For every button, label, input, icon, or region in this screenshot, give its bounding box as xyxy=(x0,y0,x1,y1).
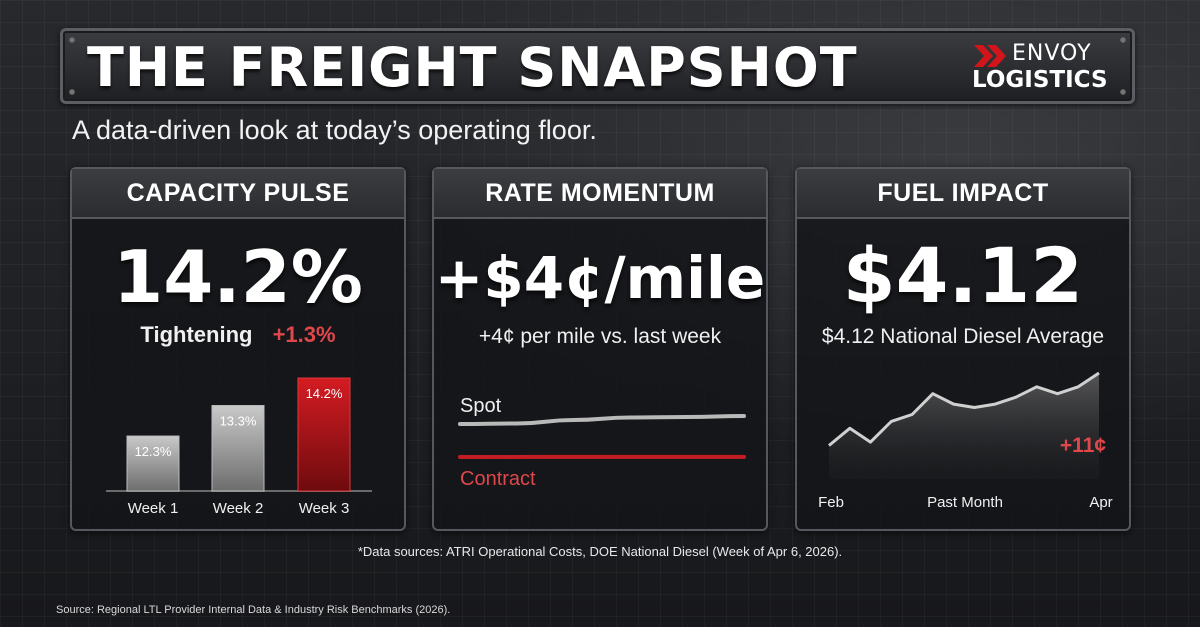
brand-name-line2: LOGISTICS xyxy=(972,67,1108,93)
diesel-area-fill xyxy=(829,373,1099,479)
contract-label: Contract xyxy=(460,468,536,490)
fuel-note: $4.12 National Diesel Average xyxy=(821,325,1105,348)
bar-value-label: 12.3% xyxy=(135,444,172,459)
diesel-price-line xyxy=(828,371,1100,447)
screw-icon xyxy=(1120,89,1126,95)
brand-logo: ENVOY LOGISTICS xyxy=(972,39,1112,95)
page-title: THE FREIGHT SNAPSHOT xyxy=(87,36,858,99)
title-bar: THE FREIGHT SNAPSHOT ENVOY LOGISTICS xyxy=(60,28,1135,104)
bar-value-label: 14.2% xyxy=(306,386,343,401)
card-heading: FUEL IMPACT xyxy=(797,169,1129,219)
bar-category-label: Week 2 xyxy=(213,500,264,517)
bar-category-label: Week 1 xyxy=(128,500,179,517)
bar-3 xyxy=(297,377,351,492)
bar-value-label: 13.3% xyxy=(220,414,257,429)
capacity-value: 14.2% xyxy=(113,235,363,319)
brand-name-line1: ENVOY xyxy=(1012,41,1092,66)
bar-2 xyxy=(211,405,265,492)
capacity-status-line: Tightening +1.3% xyxy=(72,321,404,349)
card-heading: CAPACITY PULSE xyxy=(72,169,404,219)
diesel-change-annotation: +11¢ xyxy=(1060,434,1106,457)
fuel-value: $4.12 xyxy=(842,231,1084,320)
double-chevron-right-icon xyxy=(974,45,1006,67)
capacity-pulse-card: CAPACITY PULSE 14.2% Tightening +1.3% 12… xyxy=(70,167,406,531)
fuel-area-chart: +11¢ Feb Past Month Apr xyxy=(818,371,1113,511)
capacity-change: +1.3% xyxy=(272,322,336,347)
rate-momentum-card: RATE MOMENTUM +$4¢/mile +4¢ per mile vs.… xyxy=(432,167,768,531)
diesel-axis-label: Apr xyxy=(1089,494,1112,511)
screw-icon xyxy=(1120,37,1126,43)
footnote: *Data sources: ATRI Operational Costs, D… xyxy=(357,544,843,559)
bar-category-label: Week 3 xyxy=(299,500,350,517)
rate-note: +4¢ per mile vs. last week xyxy=(478,325,722,348)
spot-label: Spot xyxy=(460,395,502,417)
diesel-axis-label: Feb xyxy=(818,494,844,511)
spot-line xyxy=(458,414,746,426)
subtitle: A data-driven look at today’s operating … xyxy=(72,115,597,145)
screw-icon xyxy=(69,37,75,43)
rate-line-chart: Spot Contract xyxy=(458,395,746,490)
rate-value: +$4¢/mile xyxy=(434,244,766,312)
capacity-bar-chart: 12.3% Week 1 13.3% Week 2 14.2% Week 3 xyxy=(106,377,372,517)
capacity-status: Tightening xyxy=(140,322,253,347)
bar-1 xyxy=(126,435,180,492)
fuel-impact-card: FUEL IMPACT $4.12 $4.12 National Diesel … xyxy=(795,167,1131,531)
card-heading: RATE MOMENTUM xyxy=(434,169,766,219)
diesel-axis-label: Past Month xyxy=(927,494,1003,511)
screw-icon xyxy=(69,89,75,95)
source-note: Source: Regional LTL Provider Internal D… xyxy=(56,604,451,616)
